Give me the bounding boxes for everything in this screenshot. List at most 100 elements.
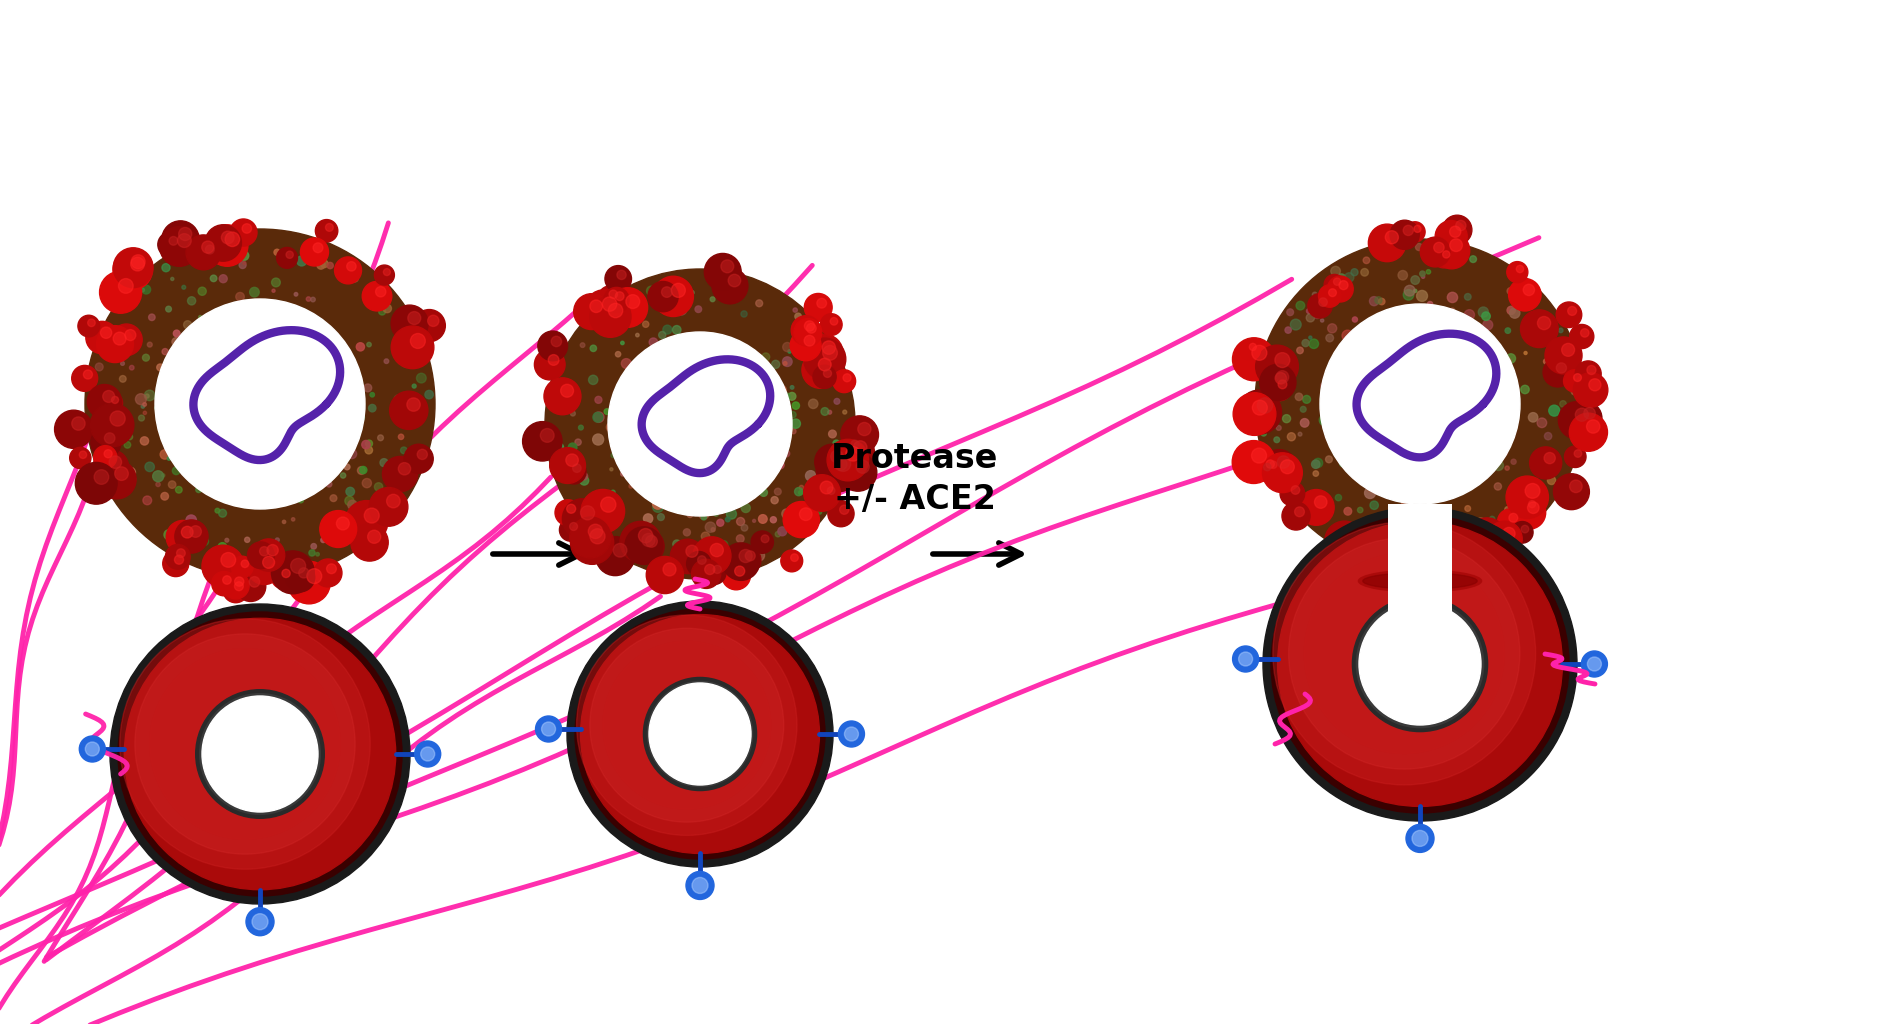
Circle shape [1361, 268, 1369, 276]
Circle shape [362, 478, 371, 487]
Circle shape [352, 375, 362, 383]
Circle shape [1363, 257, 1369, 263]
Circle shape [240, 311, 244, 315]
Circle shape [1439, 383, 1447, 390]
Circle shape [1295, 393, 1302, 400]
Circle shape [663, 558, 666, 562]
Circle shape [1479, 396, 1485, 402]
Circle shape [1580, 329, 1590, 337]
Circle shape [685, 423, 691, 429]
Circle shape [320, 417, 324, 422]
Circle shape [676, 471, 685, 481]
Circle shape [691, 421, 697, 428]
Circle shape [670, 540, 704, 573]
Circle shape [691, 418, 703, 428]
Circle shape [1523, 351, 1527, 354]
Circle shape [267, 545, 278, 556]
Circle shape [535, 716, 562, 742]
Circle shape [663, 326, 672, 334]
Circle shape [1409, 338, 1418, 347]
Circle shape [565, 454, 579, 467]
Circle shape [1333, 381, 1342, 390]
Circle shape [828, 501, 855, 526]
Circle shape [1460, 373, 1464, 377]
Circle shape [619, 383, 628, 392]
Circle shape [129, 366, 133, 370]
Circle shape [569, 522, 577, 530]
Circle shape [739, 460, 748, 469]
Circle shape [1398, 536, 1438, 577]
Circle shape [771, 517, 777, 523]
Circle shape [594, 396, 602, 403]
Circle shape [1274, 437, 1279, 442]
Circle shape [316, 219, 337, 242]
Circle shape [607, 303, 623, 317]
Circle shape [1573, 374, 1582, 382]
Circle shape [383, 268, 390, 275]
Circle shape [676, 425, 685, 433]
Circle shape [257, 394, 265, 403]
Circle shape [821, 408, 828, 416]
Circle shape [215, 250, 225, 259]
Circle shape [1232, 646, 1259, 672]
Circle shape [653, 470, 661, 478]
Circle shape [1447, 292, 1458, 302]
Circle shape [265, 468, 270, 475]
Circle shape [695, 382, 704, 391]
Circle shape [704, 522, 716, 532]
Circle shape [377, 435, 383, 440]
Circle shape [93, 450, 129, 485]
Circle shape [1342, 365, 1346, 368]
Circle shape [569, 517, 611, 558]
Circle shape [697, 421, 704, 429]
Circle shape [628, 484, 632, 488]
Ellipse shape [1274, 522, 1537, 785]
Circle shape [737, 517, 744, 525]
Circle shape [1436, 308, 1443, 315]
Circle shape [162, 493, 169, 500]
Circle shape [1502, 452, 1508, 456]
Circle shape [240, 261, 246, 268]
Circle shape [91, 403, 133, 446]
Circle shape [1567, 306, 1577, 315]
Circle shape [630, 529, 664, 563]
Circle shape [676, 453, 682, 459]
Circle shape [1377, 543, 1384, 550]
Circle shape [1516, 265, 1523, 272]
Circle shape [1386, 374, 1396, 384]
Circle shape [261, 416, 267, 422]
Circle shape [110, 411, 126, 426]
Circle shape [194, 241, 219, 266]
Circle shape [1386, 360, 1396, 370]
Circle shape [1342, 523, 1375, 555]
Circle shape [672, 460, 682, 469]
Circle shape [1295, 507, 1304, 517]
Circle shape [225, 408, 236, 419]
Circle shape [722, 561, 750, 590]
Circle shape [832, 370, 855, 392]
Circle shape [682, 415, 689, 424]
Circle shape [1299, 489, 1335, 525]
Circle shape [733, 546, 762, 574]
Circle shape [1434, 410, 1438, 414]
Circle shape [375, 265, 394, 285]
Circle shape [1276, 371, 1289, 383]
Circle shape [817, 483, 840, 505]
Circle shape [1571, 389, 1577, 395]
Circle shape [659, 373, 664, 377]
Circle shape [676, 304, 687, 315]
Circle shape [1378, 466, 1384, 472]
Circle shape [175, 430, 179, 434]
Circle shape [1398, 461, 1407, 471]
Circle shape [710, 544, 724, 557]
Circle shape [571, 411, 575, 416]
Circle shape [684, 421, 693, 431]
Circle shape [335, 370, 337, 373]
Circle shape [1417, 438, 1418, 441]
Circle shape [609, 290, 617, 299]
Circle shape [1287, 309, 1293, 315]
Circle shape [1586, 366, 1596, 375]
Circle shape [1390, 367, 1394, 371]
Circle shape [1432, 409, 1439, 416]
Circle shape [215, 311, 221, 317]
